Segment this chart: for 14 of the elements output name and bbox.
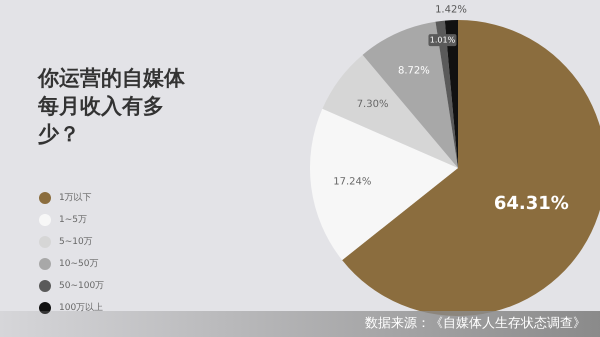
text: 你运营的自媒体每月收入有多少？ [38,65,186,148]
legend-label: 1~5万 [59,215,87,225]
data-label: 7.30% [356,98,388,110]
legend-label: 5~10万 [59,237,93,247]
legend-label: 1万以下 [59,192,92,203]
legend-label: 50~100万 [59,281,104,291]
data-label: 8.72% [398,65,430,76]
data-label: 17.24% [333,176,372,188]
data-label: 1.01% [430,36,456,45]
data-label: 1.42% [435,4,467,16]
source-note: 数据来源：《自媒体人生存状态调查》 [365,316,586,331]
data-label: 64.31% [494,192,569,214]
legend-label: 10~50万 [59,259,98,269]
legend-label: 100万以上 [59,302,104,313]
